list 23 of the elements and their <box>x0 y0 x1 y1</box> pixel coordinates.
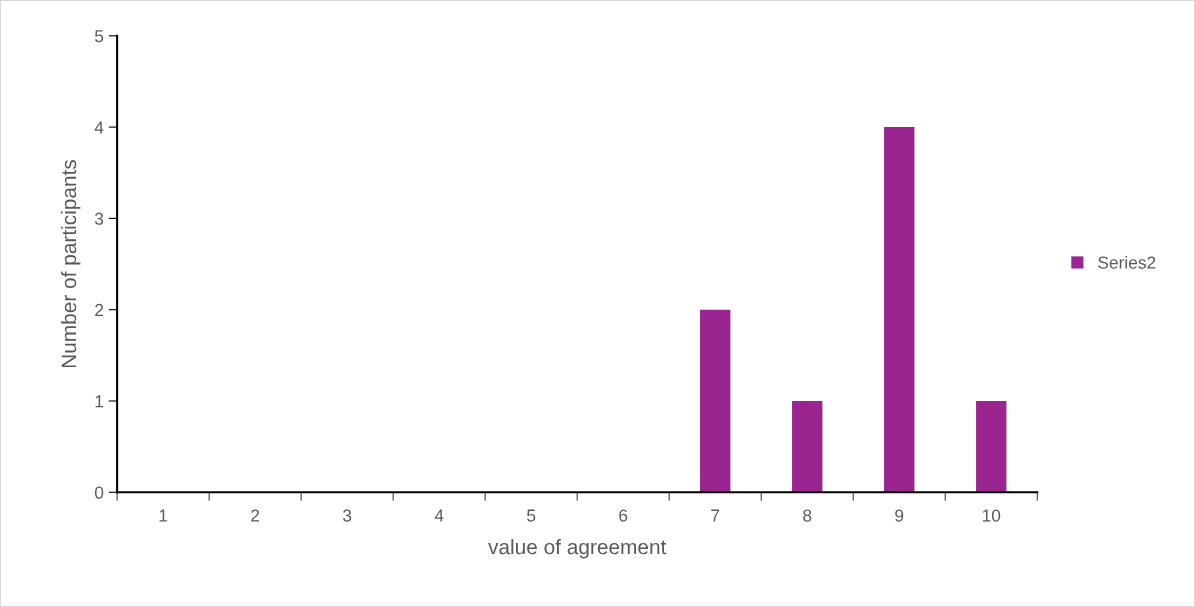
y-tick-label: 3 <box>94 212 104 225</box>
bar <box>884 127 915 493</box>
x-tick-label: 3 <box>342 509 352 522</box>
bar <box>792 400 823 493</box>
bar <box>976 400 1007 493</box>
x-tick-label: 7 <box>711 509 720 522</box>
x-tick-label: 2 <box>251 509 260 522</box>
x-tick-label: 8 <box>803 509 812 522</box>
x-tick-label: 6 <box>619 509 628 522</box>
x-tick-label: 5 <box>527 509 536 522</box>
y-tick-label: 4 <box>94 121 104 134</box>
x-tick-label: 4 <box>434 509 444 522</box>
y-axis-title: Number of participants <box>60 160 81 368</box>
x-tick-label: 9 <box>895 509 904 522</box>
legend-label: Series2 <box>1098 255 1156 269</box>
y-tick-label: 2 <box>95 303 104 316</box>
x-tick-label: 1 <box>159 509 168 522</box>
y-tick-label: 5 <box>94 30 104 43</box>
bar <box>700 309 731 493</box>
x-tick-label: 10 <box>982 509 1001 522</box>
x-axis-title: value of agreement <box>488 539 667 559</box>
y-tick-label: 0 <box>94 486 104 499</box>
y-tick-label: 1 <box>95 395 104 408</box>
